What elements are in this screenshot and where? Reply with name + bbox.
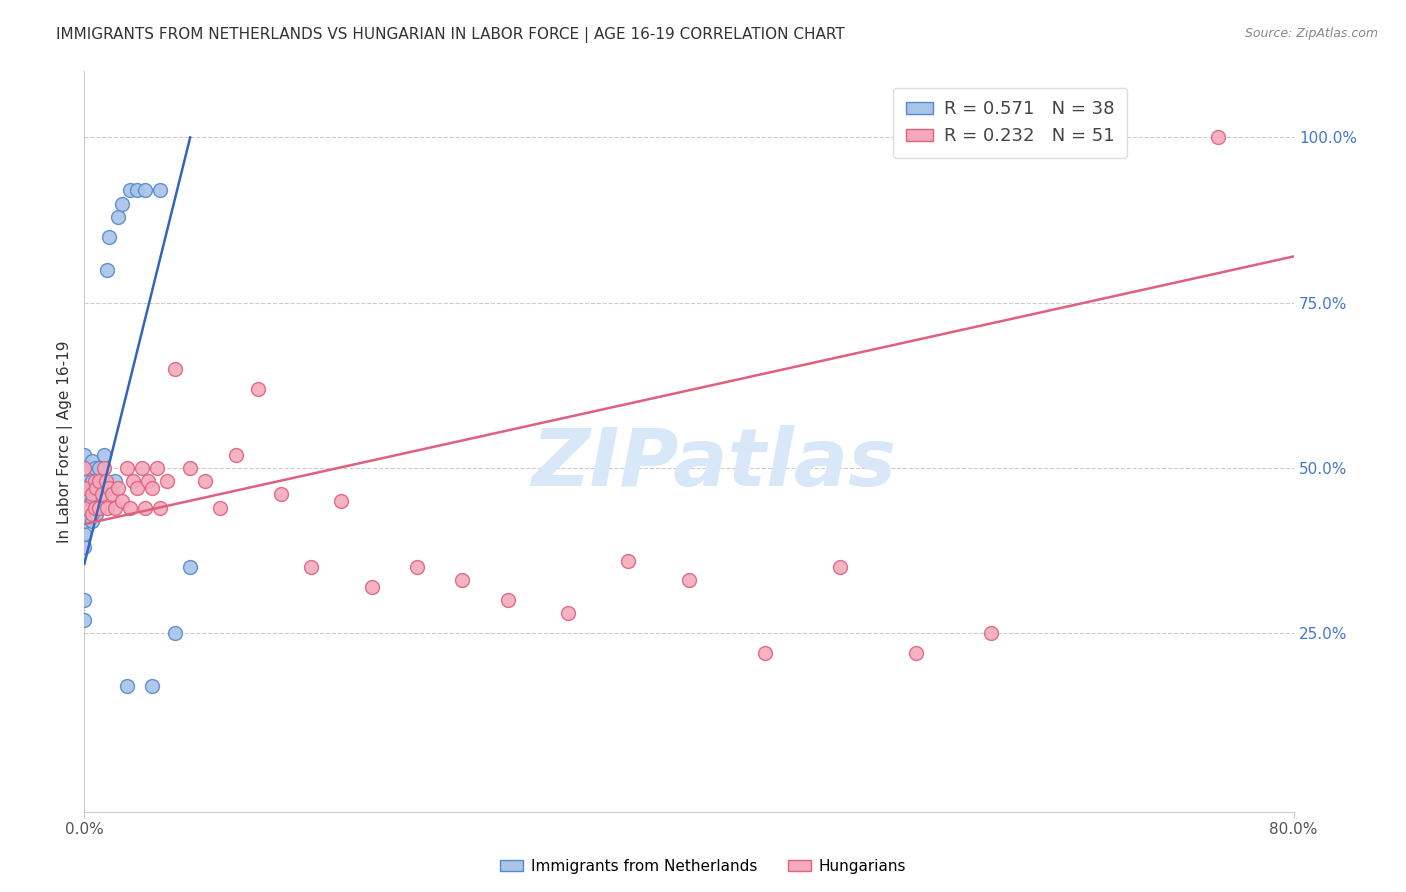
Text: ZIPatlas: ZIPatlas: [530, 425, 896, 503]
Point: [1206, 130, 1229, 145]
Point: [406, 560, 429, 574]
Point: [179, 461, 201, 475]
Point: [136, 474, 159, 488]
Point: [93, 461, 115, 475]
Point: [115, 679, 138, 693]
Point: [73, 514, 96, 528]
Y-axis label: In Labor Force | Age 16-19: In Labor Force | Age 16-19: [58, 340, 73, 543]
Point: [360, 580, 382, 594]
Point: [678, 574, 700, 588]
Point: [80, 474, 103, 488]
Point: [118, 500, 141, 515]
Point: [247, 382, 270, 396]
Point: [134, 183, 156, 197]
Legend: Immigrants from Netherlands, Hungarians: Immigrants from Netherlands, Hungarians: [494, 853, 912, 880]
Point: [84, 474, 107, 488]
Point: [73, 481, 96, 495]
Text: IMMIGRANTS FROM NETHERLANDS VS HUNGARIAN IN LABOR FORCE | AGE 16-19 CORRELATION : IMMIGRANTS FROM NETHERLANDS VS HUNGARIAN…: [56, 27, 845, 43]
Point: [73, 448, 96, 462]
Point: [96, 500, 118, 515]
Point: [225, 448, 247, 462]
Point: [149, 500, 172, 515]
Point: [179, 560, 201, 574]
Point: [127, 481, 149, 495]
Point: [73, 461, 96, 475]
Point: [91, 487, 114, 501]
Point: [107, 210, 129, 224]
Point: [194, 474, 217, 488]
Point: [86, 508, 108, 522]
Point: [80, 494, 103, 508]
Point: [299, 560, 322, 574]
Point: [270, 487, 292, 501]
Point: [89, 500, 111, 515]
Point: [73, 474, 96, 488]
Point: [86, 481, 108, 495]
Point: [73, 487, 96, 501]
Point: [141, 679, 163, 693]
Point: [111, 494, 134, 508]
Point: [89, 461, 111, 475]
Point: [84, 461, 107, 475]
Text: Source: ZipAtlas.com: Source: ZipAtlas.com: [1244, 27, 1378, 40]
Point: [104, 500, 127, 515]
Point: [80, 508, 103, 522]
Point: [617, 553, 640, 567]
Point: [93, 448, 115, 462]
Point: [80, 454, 103, 468]
Point: [111, 196, 134, 211]
Point: [100, 487, 122, 501]
Point: [89, 481, 111, 495]
Point: [118, 183, 141, 197]
Point: [94, 474, 117, 488]
Point: [73, 613, 96, 627]
Point: [121, 474, 143, 488]
Point: [131, 461, 153, 475]
Point: [86, 487, 108, 501]
Point: [97, 481, 120, 495]
Point: [80, 487, 103, 501]
Point: [84, 500, 107, 515]
Point: [80, 514, 103, 528]
Point: [141, 481, 163, 495]
Point: [73, 500, 96, 515]
Point: [146, 461, 169, 475]
Point: [496, 593, 519, 607]
Point: [330, 494, 353, 508]
Point: [980, 626, 1002, 640]
Point: [451, 574, 474, 588]
Point: [134, 500, 156, 515]
Point: [97, 229, 120, 244]
Point: [165, 626, 187, 640]
Point: [557, 607, 579, 621]
Point: [96, 262, 118, 277]
Point: [73, 500, 96, 515]
Point: [107, 481, 129, 495]
Legend: R = 0.571   N = 38, R = 0.232   N = 51: R = 0.571 N = 38, R = 0.232 N = 51: [893, 87, 1128, 158]
Point: [127, 183, 149, 197]
Point: [89, 500, 111, 515]
Point: [73, 541, 96, 555]
Point: [754, 646, 776, 660]
Point: [89, 474, 111, 488]
Point: [104, 474, 127, 488]
Point: [209, 500, 232, 515]
Point: [830, 560, 852, 574]
Point: [84, 500, 107, 515]
Point: [96, 481, 118, 495]
Point: [73, 593, 96, 607]
Point: [91, 474, 114, 488]
Point: [115, 461, 138, 475]
Point: [73, 527, 96, 541]
Point: [904, 646, 927, 660]
Point: [73, 461, 96, 475]
Point: [84, 481, 107, 495]
Point: [156, 474, 179, 488]
Point: [165, 361, 187, 376]
Point: [149, 183, 172, 197]
